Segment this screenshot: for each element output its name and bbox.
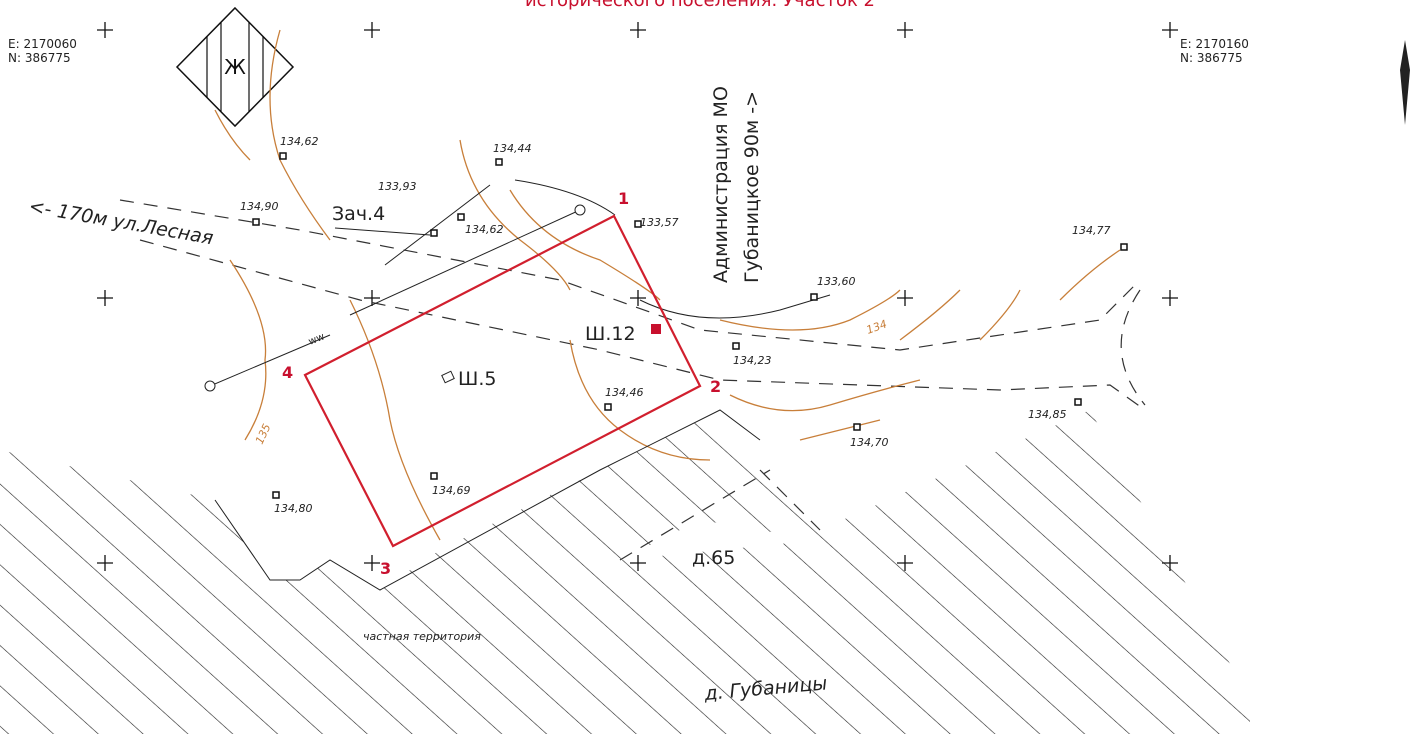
admin-label: Администрация МО: [710, 86, 732, 283]
well-label: Ш.5: [458, 368, 496, 390]
well-label: Зач.4: [332, 203, 385, 225]
elevation-marker: [854, 424, 860, 430]
well-label: Ш.12: [585, 323, 636, 345]
elevation-marker: [733, 343, 739, 349]
elevation-marker: [431, 230, 437, 236]
point-number: 1: [618, 189, 629, 208]
elevation-label: 133,57: [640, 216, 679, 229]
elevation-marker: [605, 404, 611, 410]
admin-label: Губаницкое 90м ->: [741, 91, 763, 283]
point-number: 2: [710, 377, 721, 396]
elevation-label: 134,23: [733, 354, 772, 367]
elevation-label: 134,69: [432, 484, 471, 497]
title: исторического поселения. Участок 2: [525, 0, 875, 11]
well-marker: [651, 324, 661, 334]
elevation-label: 134,85: [1028, 408, 1067, 421]
elevation-marker: [273, 492, 279, 498]
elevation-marker: [280, 153, 286, 159]
elevation-label: 133,93: [378, 180, 417, 193]
elevation-label: 134,80: [274, 502, 313, 515]
elevation-label: 134,90: [240, 200, 279, 213]
point-number: 4: [282, 363, 293, 382]
elevation-label: 134,70: [850, 436, 889, 449]
point-number: 3: [380, 559, 391, 578]
elevation-marker: [253, 219, 259, 225]
elevation-label: 134,77: [1072, 224, 1111, 237]
elevation-label: 134,62: [465, 223, 504, 236]
elevation-label: 134,62: [280, 135, 319, 148]
private-label: частная территория: [363, 630, 481, 643]
elevation-label: 133,60: [817, 275, 856, 288]
coordinate-n: N: 386775: [8, 51, 71, 65]
coordinate-e: E: 2170060: [8, 37, 77, 51]
coordinate-n: N: 386775: [1180, 51, 1243, 65]
elevation-marker: [811, 294, 817, 300]
elevation-marker: [1075, 399, 1081, 405]
elevation-marker: [458, 214, 464, 220]
coordinate-e: E: 2170160: [1180, 37, 1249, 51]
elevation-marker: [1121, 244, 1127, 250]
survey-plan: исторического поселения. Участок 2 E: 21…: [0, 0, 1410, 734]
elevation-label: 134,44: [493, 142, 532, 155]
house-label: д.65: [692, 547, 735, 569]
elevation-label: 134,46: [605, 386, 644, 399]
elevation-marker: [496, 159, 502, 165]
elevation-marker: [431, 473, 437, 479]
building-label: Ж: [224, 55, 246, 79]
